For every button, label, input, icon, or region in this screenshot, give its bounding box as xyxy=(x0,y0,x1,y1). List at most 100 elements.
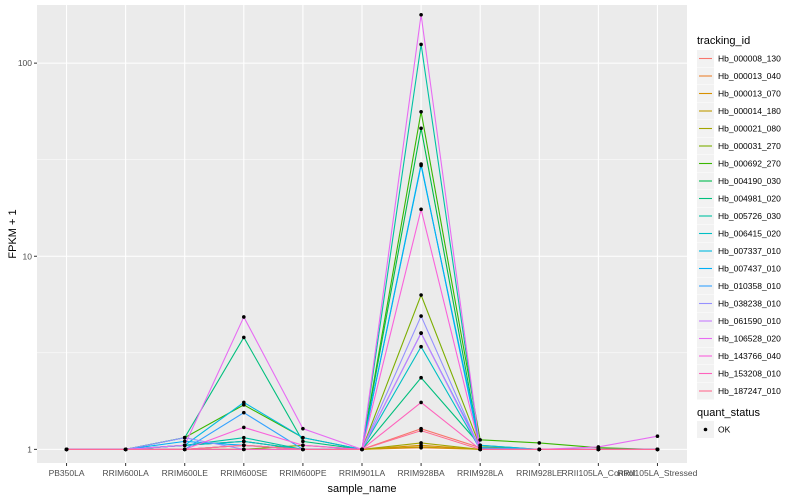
data-point xyxy=(182,447,187,452)
legend-item: Hb_153208_010 xyxy=(697,365,781,382)
data-point xyxy=(242,400,246,405)
data-point xyxy=(419,375,423,380)
legend-label: Hb_000013_070 xyxy=(718,89,781,99)
y-tick-label: 100 xyxy=(18,58,32,68)
x-tick-label: RRII105LA_Control xyxy=(562,468,636,478)
x-tick-label: RRIM928LA xyxy=(457,468,504,478)
data-point xyxy=(478,447,482,452)
data-point xyxy=(242,335,246,340)
data-point xyxy=(419,207,423,212)
y-tick-label: 10 xyxy=(23,251,33,261)
legend-label: Hb_000031_270 xyxy=(718,141,781,151)
x-tick-label: RRIM901LA xyxy=(339,468,386,478)
legend-label: Hb_000008_130 xyxy=(718,54,781,64)
data-point xyxy=(419,445,423,449)
x-tick-label: RRII105LA_Stressed xyxy=(618,468,698,478)
legend-item: Hb_106528_020 xyxy=(697,330,781,347)
x-tick-label: RRIM928LE xyxy=(516,468,563,478)
legend-label: Hb_061590_010 xyxy=(718,316,781,326)
legend-item: Hb_000013_040 xyxy=(697,67,781,85)
legend-item: Hb_000008_130 xyxy=(697,50,781,67)
legend-item: Hb_010358_010 xyxy=(697,277,781,295)
legend-label: Hb_000013_040 xyxy=(718,71,781,81)
data-point xyxy=(242,443,246,448)
legend-label: Hb_007337_010 xyxy=(718,246,781,256)
point-legend: OK xyxy=(697,421,731,438)
legend-label: Hb_004190_030 xyxy=(718,176,781,186)
legend-label: Hb_187247_010 xyxy=(718,386,781,396)
legend-label: Hb_153208_010 xyxy=(718,369,781,379)
data-point xyxy=(419,126,423,131)
legend-item: Hb_187247_010 xyxy=(697,382,781,400)
legend-item: Hb_007337_010 xyxy=(697,242,781,260)
data-point xyxy=(478,438,482,442)
data-point xyxy=(419,12,423,17)
x-axis-ticks: PB350LA RRIM600LA RRIM600LE RRIM600SE RRIM60… xyxy=(49,463,698,478)
legend-title-tracking-id: tracking_id xyxy=(697,35,750,47)
data-point xyxy=(242,315,246,319)
legend-item: Hb_000021_080 xyxy=(697,120,781,137)
x-tick-label: RRIM600SE xyxy=(220,468,268,478)
legend-item: Hb_006415_020 xyxy=(697,225,781,242)
y-axis-ticks: 1 10 100 xyxy=(18,58,37,454)
data-point xyxy=(301,435,305,440)
legend-item: Hb_004981_020 xyxy=(697,190,781,207)
data-point xyxy=(596,445,601,449)
data-point xyxy=(360,447,364,452)
data-point xyxy=(301,439,305,444)
data-point xyxy=(242,435,246,440)
legend-label: Hb_000014_180 xyxy=(718,106,781,116)
data-points xyxy=(64,12,660,452)
data-point xyxy=(655,434,660,439)
legend-label: Hb_010358_010 xyxy=(718,281,781,291)
data-point xyxy=(419,441,423,445)
data-point xyxy=(419,428,423,433)
data-point xyxy=(64,447,69,452)
data-point xyxy=(537,441,542,445)
legend-label: Hb_106528_020 xyxy=(718,334,781,344)
data-point xyxy=(242,410,246,415)
legend-item: Hb_000031_270 xyxy=(697,137,781,155)
legend-item: Hb_038238_010 xyxy=(697,295,781,312)
legend-item: Hb_000013_070 xyxy=(697,85,781,102)
legend-label: Hb_004981_020 xyxy=(718,194,781,204)
x-tick-label: RRIM928BA xyxy=(397,468,445,478)
data-point xyxy=(123,447,128,452)
legend-item: Hb_143766_040 xyxy=(697,347,781,365)
legend-label: Hb_038238_010 xyxy=(718,299,781,309)
data-point xyxy=(301,426,305,431)
y-tick-label: 1 xyxy=(27,444,32,454)
data-point xyxy=(301,443,305,448)
point-legend-item: OK xyxy=(697,421,731,438)
legend-label: Hb_005726_030 xyxy=(718,211,781,221)
data-point xyxy=(419,314,423,318)
legend-item: Hb_061590_010 xyxy=(697,312,781,330)
data-point xyxy=(419,162,423,166)
data-point xyxy=(537,447,542,452)
x-tick-label: PB350LA xyxy=(49,468,85,478)
data-point xyxy=(419,331,423,335)
data-point xyxy=(242,447,246,452)
data-point xyxy=(655,447,660,452)
data-point xyxy=(301,447,305,452)
data-point xyxy=(182,439,187,444)
legend-item: Hb_000692_270 xyxy=(697,155,781,172)
y-axis-title: FPKM + 1 xyxy=(7,209,19,258)
legend-item: Hb_004190_030 xyxy=(697,172,781,190)
legend-label: Hb_006415_020 xyxy=(718,229,781,239)
legend-label: Hb_007437_010 xyxy=(718,264,781,274)
data-point xyxy=(242,425,246,430)
data-point xyxy=(419,42,423,47)
x-tick-label: RRIM600LE xyxy=(162,468,209,478)
legend-label: Hb_000021_080 xyxy=(718,124,781,134)
data-point xyxy=(182,443,187,448)
data-point xyxy=(419,109,423,114)
legend-label: Hb_143766_040 xyxy=(718,351,781,361)
legend-key-point xyxy=(703,427,708,432)
legend-item: Hb_000014_180 xyxy=(697,102,781,120)
legend-label: OK xyxy=(718,425,731,435)
x-axis-title: sample_name xyxy=(327,483,396,495)
x-tick-label: RRIM600PE xyxy=(279,468,327,478)
legend: tracking_id Hb_000008_130 Hb_000013_040 Hb… xyxy=(697,35,781,438)
